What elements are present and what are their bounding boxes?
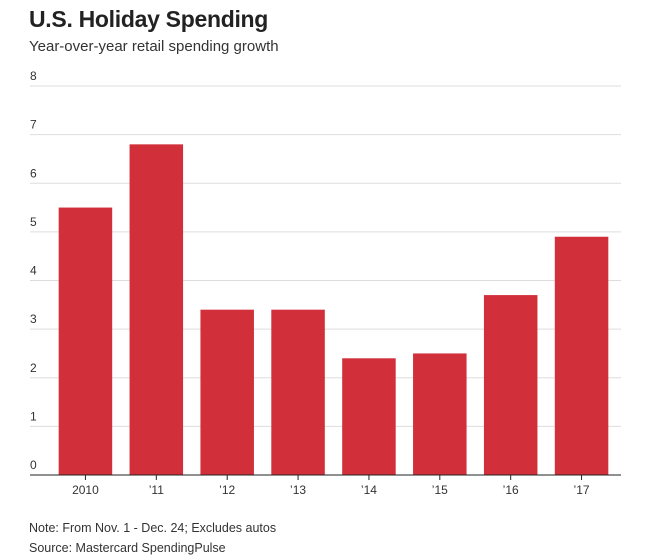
source-note: Source: Mastercard SpendingPulse (29, 541, 226, 555)
x-tick-label: 2010 (72, 483, 99, 497)
y-tick-label: 0 (30, 458, 37, 472)
x-tick-label: ’16 (503, 483, 519, 497)
bar (200, 309, 254, 475)
chart-subtitle: Year-over-year retail spending growth (29, 38, 279, 55)
x-tick-label: ’15 (432, 483, 448, 497)
y-axis-ticks: 0 1 2 3 4 5 6 7 8 (30, 69, 37, 472)
bar (271, 309, 325, 475)
footnote: Note: From Nov. 1 - Dec. 24; Excludes au… (29, 521, 277, 535)
bar (58, 207, 113, 475)
y-tick-label: 4 (30, 264, 37, 278)
bar (342, 358, 396, 475)
bars (58, 144, 609, 475)
bar-chart: 0 1 2 3 4 5 6 7 8 2010 ’11 ’12 ’13 ’14 ’15 ’16 ’17 (30, 69, 621, 497)
bar (129, 144, 184, 475)
y-tick-label: 3 (30, 312, 37, 326)
x-axis-ticks: 2010 ’11 ’12 ’13 ’14 ’15 ’16 ’17 (72, 475, 590, 497)
y-tick-label: 2 (30, 361, 37, 375)
y-tick-label: 1 (30, 409, 37, 423)
y-tick-label: 5 (30, 215, 37, 229)
x-tick-label: ’11 (149, 483, 164, 497)
bar (483, 295, 538, 475)
bar (413, 353, 467, 475)
x-tick-label: ’14 (361, 483, 377, 497)
y-tick-label: 6 (30, 166, 37, 180)
x-tick-label: ’17 (574, 483, 590, 497)
chart-title: U.S. Holiday Spending (29, 6, 269, 32)
y-tick-label: 7 (30, 118, 37, 132)
x-tick-label: ’13 (290, 483, 306, 497)
x-tick-label: ’12 (219, 483, 235, 497)
bar (554, 236, 609, 475)
y-tick-label: 8 (30, 69, 37, 83)
